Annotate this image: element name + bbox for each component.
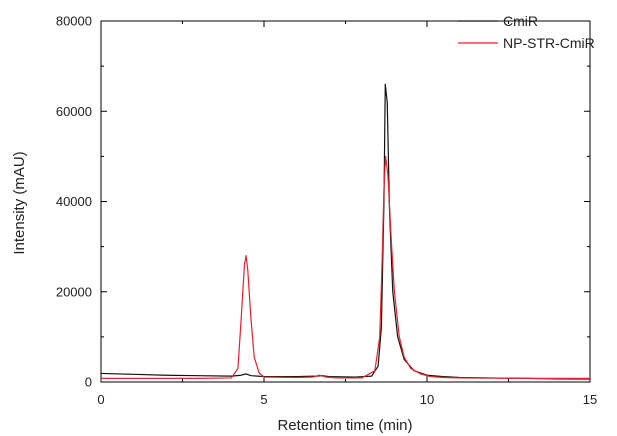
y-tick-label: 20000: [56, 284, 92, 299]
legend: CmiR NP-STR-CmiR: [458, 13, 595, 51]
y-tick-label: 40000: [56, 194, 92, 209]
series-line-cmir: [100, 83, 591, 380]
legend-label: NP-STR-CmiR: [503, 35, 595, 51]
plot-frame: [100, 20, 591, 383]
y-tick-label: 60000: [56, 104, 92, 119]
x-tick-label: 15: [583, 392, 597, 407]
y-axis-title: Intensity (mAU): [11, 151, 28, 254]
series-lines: [100, 83, 591, 380]
y-tick-label: 0: [85, 375, 92, 390]
axes: [100, 20, 591, 383]
series-line-np-str-cmir: [101, 155, 590, 379]
x-tick-label: 5: [260, 392, 267, 407]
ticks: 0 5 10 15 0 20000 40000 60000 80000: [56, 14, 597, 408]
y-tick-label: 80000: [56, 14, 92, 29]
legend-label: CmiR: [503, 13, 538, 29]
x-tick-label: 0: [97, 392, 104, 407]
x-axis-title: Retention time (min): [277, 417, 412, 434]
x-tick-label: 10: [420, 392, 434, 407]
